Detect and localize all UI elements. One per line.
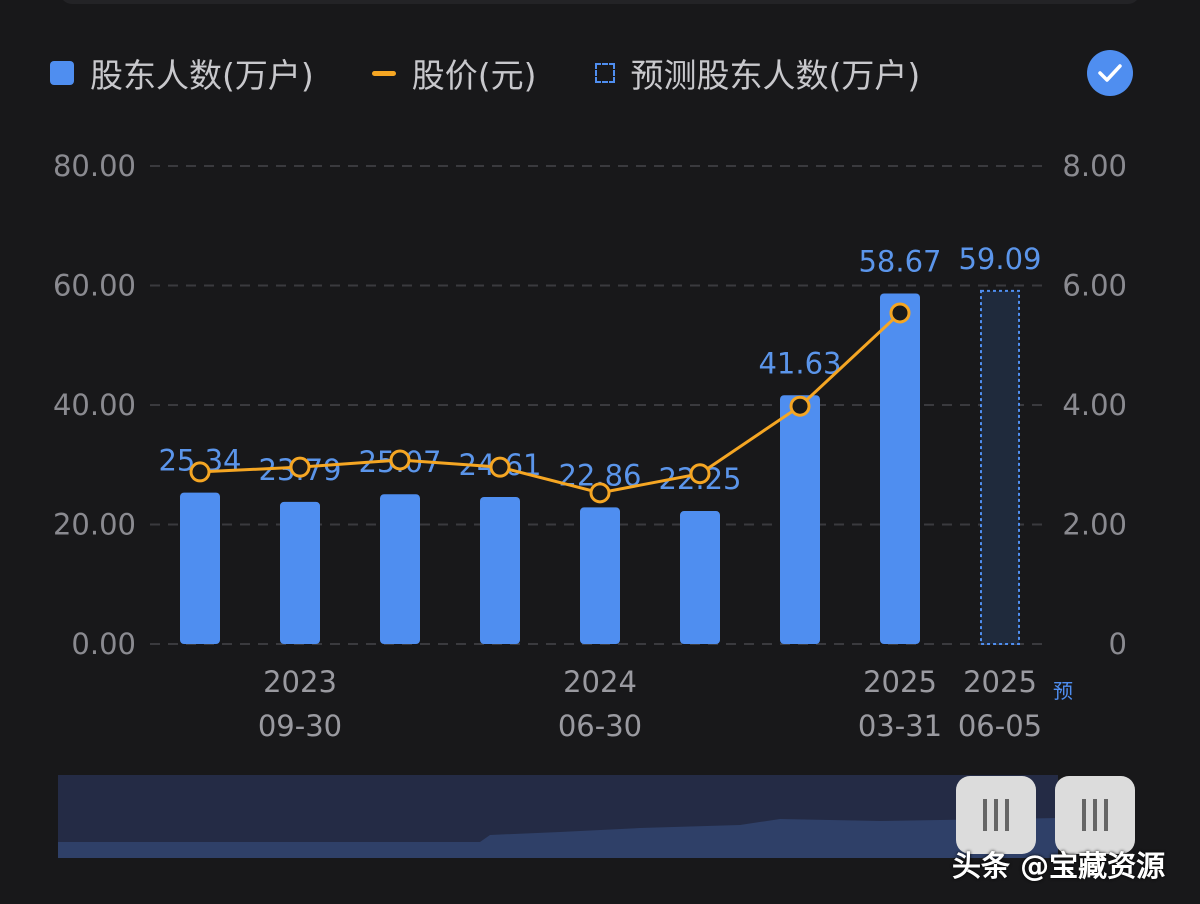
left-axis-tick: 40.00 [53, 388, 136, 422]
x-label-year: 2023 [263, 665, 337, 699]
bar [380, 494, 420, 644]
left-axis-tick: 60.00 [53, 269, 136, 303]
forecast-bar [980, 289, 1020, 645]
bar [580, 507, 620, 644]
bar [280, 501, 320, 644]
left-axis-tick: 0.00 [71, 627, 136, 661]
x-label-date: 06-30 [558, 709, 642, 743]
legend-holders[interactable]: 股东人数(万户) [50, 49, 314, 97]
watermark: 头条 @宝藏资源 [952, 849, 1166, 883]
bar-data-label: 58.67 [858, 244, 941, 278]
x-label-year: 2025 [963, 665, 1037, 699]
price-point [589, 482, 611, 504]
legend-price-label: 股价(元) [411, 56, 537, 95]
left-axis-tick: 20.00 [53, 508, 136, 542]
x-label-year: 2024 [563, 665, 637, 699]
bar [180, 492, 220, 644]
right-axis-tick: 4.00 [1062, 388, 1127, 422]
price-point [689, 463, 711, 485]
legend-forecast-label: 预测股东人数(万户) [630, 56, 921, 95]
navigator-area [58, 818, 1058, 858]
bar-data-label: 41.63 [758, 346, 841, 380]
check-toggle-icon[interactable] [1087, 50, 1133, 96]
price-point [189, 461, 211, 483]
legend: 股东人数(万户) 股价(元) 预测股东人数(万户) [50, 50, 978, 96]
bar [680, 511, 720, 644]
right-axis-tick: 2.00 [1062, 508, 1127, 542]
right-axis-tick: 6.00 [1062, 269, 1127, 303]
bar-swatch-icon [50, 61, 74, 85]
legend-price[interactable]: 股价(元) [371, 49, 537, 97]
x-label-date: 03-31 [858, 709, 942, 743]
line-swatch-icon [371, 70, 396, 76]
price-point [289, 456, 311, 478]
price-point [489, 456, 511, 478]
right-axis-tick: 8.00 [1062, 149, 1127, 183]
price-point [889, 302, 911, 324]
x-label-year: 2025 [863, 665, 937, 699]
forecast-tag: 预 [1053, 679, 1073, 703]
dashed-swatch-icon [594, 63, 615, 83]
bar [880, 293, 920, 644]
legend-forecast[interactable]: 预测股东人数(万户) [594, 49, 921, 97]
right-axis-tick: 0 [1109, 627, 1127, 661]
bar [480, 496, 520, 644]
top-scroll-bar [60, 0, 1140, 4]
legend-holders-label: 股东人数(万户) [90, 56, 314, 95]
price-point [789, 395, 811, 417]
price-line [199, 311, 902, 495]
forecast-data-label: 59.09 [958, 242, 1041, 276]
x-label-date: 09-30 [258, 709, 342, 743]
bar [780, 395, 820, 644]
left-axis-tick: 80.00 [53, 149, 136, 183]
x-label-date: 06-05 [958, 709, 1042, 743]
range-handle-left[interactable] [956, 776, 1036, 854]
range-handle-right[interactable] [1055, 776, 1135, 854]
price-point [389, 449, 411, 471]
